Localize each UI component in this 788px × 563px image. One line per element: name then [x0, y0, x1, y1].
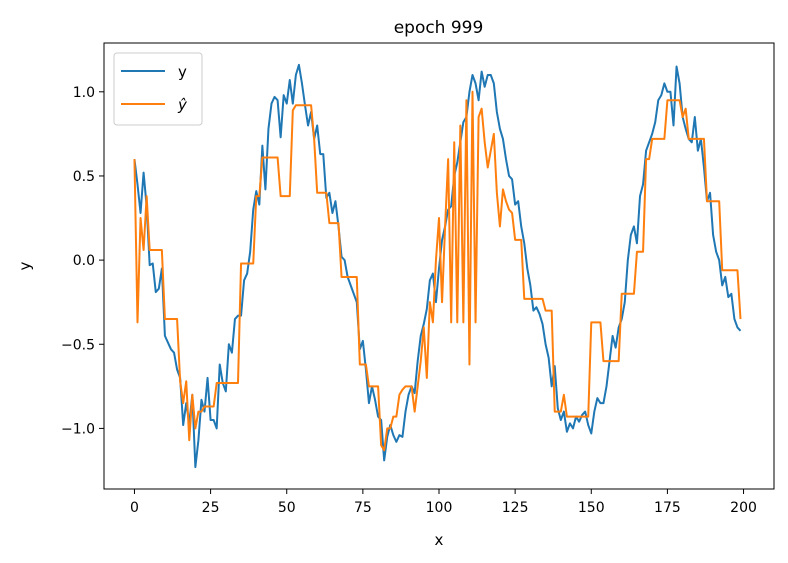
series-layer	[133, 63, 742, 469]
x-tick-label: 150	[578, 500, 605, 516]
y-axis-label: y	[16, 261, 34, 270]
chart-title: epoch 999	[394, 18, 484, 38]
x-tick-label: 25	[202, 500, 220, 516]
x-tick-label: 175	[654, 500, 681, 516]
legend: y ŷ	[113, 52, 203, 126]
y-tick-label: −1.0	[61, 421, 95, 437]
plot-frame	[103, 42, 775, 490]
y-tick-label: 1.0	[73, 85, 95, 101]
y-tick-label: −0.5	[61, 337, 95, 353]
series-line-y	[133, 63, 742, 469]
x-tick-label: 0	[130, 500, 139, 516]
x-axis-ticks: 0 25 50 75 100 125 150 175 200	[130, 489, 757, 516]
x-tick-label: 75	[354, 500, 372, 516]
series-line-y-hat	[133, 90, 742, 452]
x-tick-label: 125	[502, 500, 529, 516]
x-tick-label: 50	[278, 500, 296, 516]
y-tick-label: 0.0	[73, 253, 95, 269]
x-tick-label: 100	[426, 500, 453, 516]
y-axis-ticks: −1.0 −0.5 0.0 0.5 1.0	[61, 85, 104, 437]
x-tick-label: 200	[730, 500, 757, 516]
legend-box	[113, 52, 203, 126]
legend-label-y: y	[178, 63, 187, 81]
y-tick-label: 0.5	[73, 169, 95, 185]
x-axis-label: x	[435, 531, 444, 549]
legend-label-y-hat: ŷ	[177, 96, 188, 114]
